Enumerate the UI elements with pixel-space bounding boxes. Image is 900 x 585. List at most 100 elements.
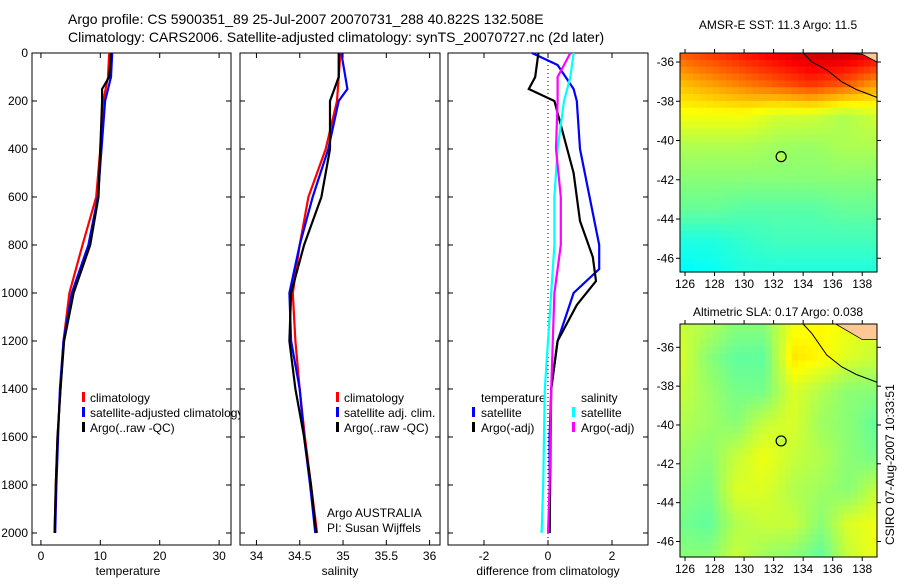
- heatmap-cell: [712, 549, 720, 558]
- heatmap-cell: [699, 549, 707, 558]
- heatmap-cell: [831, 114, 839, 123]
- heatmap-cell: [804, 389, 812, 398]
- heatmap-cell: [771, 476, 780, 485]
- heatmap-cell: [752, 73, 760, 81]
- heatmap-cell: [811, 189, 819, 198]
- heatmap-cell: [739, 94, 747, 102]
- heatmap-cell: [725, 469, 734, 478]
- heatmap-cell: [706, 87, 714, 95]
- heatmap-cell: [706, 338, 714, 347]
- heatmap-cell: [857, 148, 865, 157]
- heatmap-cell: [844, 476, 852, 485]
- heatmap-cell: [745, 418, 753, 427]
- heatmap-cell: [706, 162, 714, 170]
- heatmap-cell: [817, 418, 826, 427]
- heatmap-cell: [680, 374, 688, 383]
- heatmap-cell: [693, 128, 701, 136]
- heatmap-cell: [844, 433, 852, 442]
- heatmap-cell: [811, 447, 819, 456]
- heatmap-cell: [804, 141, 812, 150]
- heatmap-cell: [752, 224, 760, 232]
- heatmap-cell: [850, 183, 858, 191]
- heatmap-cell: [706, 360, 714, 369]
- heatmap-cell: [850, 389, 858, 398]
- heatmap-cell: [699, 189, 707, 198]
- heatmap-cell: [798, 455, 806, 463]
- heatmap-cell: [712, 433, 720, 442]
- heatmap-cell: [752, 433, 760, 442]
- difference-xlabel: difference from climatology: [476, 564, 619, 578]
- heatmap-cell: [863, 73, 872, 81]
- heatmap-cell: [680, 121, 688, 129]
- heatmap-cell: [798, 520, 806, 529]
- heatmap-cell: [771, 513, 780, 522]
- heatmap-cell: [765, 374, 773, 383]
- heatmap-cell: [804, 476, 812, 485]
- heatmap-cell: [804, 121, 812, 129]
- heatmap-cell: [870, 169, 878, 177]
- heatmap-cell: [870, 114, 878, 123]
- heatmap-cell: [745, 353, 753, 362]
- heatmap-cell: [758, 433, 766, 442]
- heatmap-cell: [752, 169, 760, 177]
- heatmap-cell: [745, 396, 753, 405]
- heatmap-cell: [771, 176, 780, 184]
- heatmap-cell: [719, 469, 727, 478]
- temperature-legend: climatology satellite-adjusted climatolo…: [82, 391, 240, 435]
- heatmap-cell: [712, 176, 720, 184]
- heatmap-cell: [719, 418, 727, 427]
- heatmap-cell: [857, 411, 865, 420]
- heatmap-cell: [693, 176, 701, 184]
- heatmap-cell: [712, 141, 720, 150]
- heatmap-cell: [798, 404, 806, 412]
- heatmap-cell: [850, 418, 858, 427]
- heatmap-cell: [758, 203, 766, 211]
- heatmap-cell: [863, 535, 872, 544]
- heatmap-cell: [693, 100, 701, 109]
- heatmap-cell: [765, 237, 773, 246]
- heatmap-cell: [863, 382, 872, 391]
- heatmap-cell: [739, 100, 747, 109]
- heatmap-cell: [686, 53, 694, 61]
- heatmap-cell: [758, 230, 766, 239]
- heatmap-cell: [817, 148, 826, 157]
- heatmap-cell: [863, 433, 872, 442]
- salinity-panel: salinity climatology satellite adj. clim…: [239, 52, 441, 578]
- heatmap-cell: [739, 155, 747, 164]
- heatmap-cell: [804, 128, 812, 136]
- heatmap-cell: [712, 513, 720, 522]
- heatmap-cell: [831, 549, 839, 558]
- heatmap-cell: [686, 162, 694, 170]
- heatmap-cell: [837, 59, 845, 68]
- heatmap-cell: [817, 506, 826, 514]
- heatmap-cell: [850, 374, 858, 383]
- heatmap-cell: [680, 251, 688, 259]
- heatmap-cell: [712, 440, 720, 449]
- heatmap-cell: [837, 217, 845, 225]
- heatmap-cell: [725, 237, 734, 246]
- heatmap-cell: [824, 462, 832, 471]
- heatmap-cell: [680, 87, 688, 95]
- heatmap-cell: [817, 447, 826, 456]
- heatmap-cell: [680, 345, 688, 354]
- heatmap-cell: [745, 135, 753, 143]
- heatmap-cell: [831, 80, 839, 88]
- x-tick-label: 30: [212, 549, 226, 563]
- heatmap-cell: [850, 196, 858, 205]
- heatmap-cell: [712, 542, 720, 551]
- heatmap-cell: [837, 404, 845, 412]
- heatmap-cell: [837, 527, 845, 536]
- heatmap-cell: [804, 53, 812, 61]
- heatmap-cell: [804, 331, 812, 340]
- heatmap-cell: [771, 73, 780, 81]
- heatmap-cell: [844, 53, 852, 61]
- heatmap-cell: [811, 94, 819, 102]
- heatmap-cell: [771, 425, 780, 434]
- credit-line1: Argo AUSTRALIA: [327, 506, 422, 520]
- heatmap-cell: [745, 513, 753, 522]
- heatmap-cell: [817, 433, 826, 442]
- heatmap-cell: [725, 520, 734, 529]
- sst-map-title: AMSR-E SST: 11.3 Argo: 11.5: [699, 18, 858, 32]
- heatmap-cell: [791, 66, 799, 75]
- heatmap-cell: [771, 491, 780, 500]
